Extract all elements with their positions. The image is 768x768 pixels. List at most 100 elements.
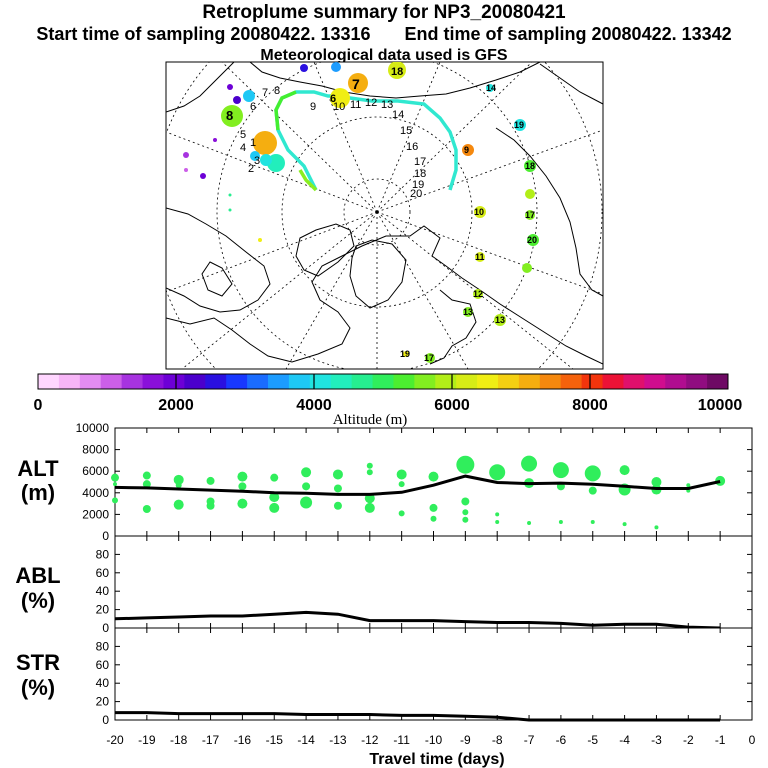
- alt-ylabel: ALT: [17, 456, 59, 481]
- plume-marker: [227, 84, 233, 90]
- alt-plume-point: [552, 462, 569, 479]
- meridian: [313, 62, 378, 213]
- map-content: 1 2 3 4 5 6 7 8 9 10 11 12 13 14 15 16 1…: [166, 62, 603, 369]
- alt-plume-point: [686, 488, 691, 493]
- alt-plume-point: [527, 521, 532, 526]
- colorbar-cell: [435, 374, 457, 389]
- str-panel-frame: [114, 627, 753, 721]
- alt-plume-point: [238, 482, 247, 491]
- marker-label: 13: [463, 307, 473, 317]
- alt-plume-point: [462, 509, 469, 516]
- alt-plume-point: [302, 482, 311, 491]
- colorbar-cell: [58, 374, 81, 389]
- colorbar-cell: [539, 374, 562, 389]
- colorbar-cell: [686, 374, 708, 389]
- alt-plume-point: [618, 483, 631, 496]
- y-tick-label: 20: [96, 603, 110, 617]
- day-label: 5: [240, 129, 246, 141]
- plume-marker: [243, 90, 255, 102]
- meridian: [166, 211, 378, 293]
- day-label: 15: [400, 125, 412, 137]
- alt-plume-point: [173, 474, 184, 485]
- x-tick-label: -12: [361, 733, 379, 747]
- alt-x-ticks: [114, 428, 753, 536]
- plume-marker-labels: 8 7 18 6 9 19 18 17 20 10 11 12 13 13 17…: [226, 66, 537, 363]
- day-label: 18: [414, 168, 426, 180]
- colorbar-cell: [142, 374, 164, 389]
- start-time-label: Start time of sampling 20080422. 13316: [36, 24, 371, 44]
- alt-plume-point: [333, 484, 342, 493]
- colorbar-cell: [38, 374, 60, 389]
- plume-markers: [183, 62, 539, 363]
- coastline-north-america: [166, 207, 271, 313]
- plume-marker: [474, 206, 486, 218]
- alt-plume-point: [524, 478, 535, 489]
- colorbar-cell: [644, 374, 666, 389]
- colorbar-label: Altitude (m): [333, 412, 408, 428]
- colorbar-cell: [414, 374, 436, 389]
- day-label: 4: [240, 142, 246, 154]
- meridian: [376, 129, 603, 213]
- colorbar-cell: [309, 374, 332, 389]
- coastline-siberia: [249, 62, 541, 99]
- marker-label: 13: [495, 315, 505, 325]
- plume-marker: [475, 252, 485, 262]
- alt-plume-point: [111, 473, 119, 482]
- marker-label: 12: [473, 289, 483, 299]
- x-tick-label: 0: [749, 733, 756, 747]
- y-tick-label: 80: [96, 639, 110, 653]
- plume-marker: [267, 154, 285, 172]
- colorbar-cell: [121, 374, 144, 389]
- str-panel: 0 20 40 60 80 STR (%): [16, 627, 753, 727]
- day-label: 14: [392, 109, 404, 121]
- alt-plume-point: [398, 510, 405, 517]
- colorbar-cell: [456, 374, 478, 389]
- str-y-ticks: 0 20 40 60 80: [96, 639, 752, 727]
- plume-marker: [213, 138, 217, 142]
- marker-label: 10: [474, 207, 484, 217]
- coastline-hudson: [201, 261, 233, 297]
- lat-circle: [216, 62, 538, 369]
- marker-label: 20: [527, 235, 537, 245]
- alt-plume-point: [206, 476, 215, 485]
- alt-plume-point: [366, 469, 373, 476]
- y-tick-label: 20: [96, 695, 110, 709]
- colorbar-cell: [665, 374, 687, 389]
- plume-marker: [403, 351, 409, 357]
- alt-plume-point: [300, 496, 313, 509]
- y-tick-label: 0: [102, 621, 109, 635]
- trajectory-line: [274, 90, 458, 191]
- day-label: 10: [333, 101, 345, 113]
- map-frame: [165, 61, 604, 370]
- alt-plume-point: [654, 525, 659, 530]
- plume-marker: [258, 238, 262, 242]
- alt-plume-point: [112, 497, 118, 504]
- plume-marker: [425, 353, 435, 363]
- colorbar-tick: 8000: [572, 397, 608, 414]
- marker-label: 8: [226, 108, 233, 123]
- day-label: 8: [274, 85, 280, 97]
- colorbar-cell: [79, 374, 102, 389]
- alt-plume-point: [142, 505, 151, 513]
- plume-marker: [494, 314, 506, 326]
- alt-plume-point: [495, 512, 500, 517]
- met-data-label: Meteorological data used is GFS: [260, 47, 508, 64]
- alt-plume-point: [113, 482, 117, 487]
- y-tick-label: 80: [96, 547, 110, 561]
- colorbar-cell: [372, 374, 394, 389]
- alt-plume-point: [651, 484, 662, 495]
- plume-marker: [522, 263, 532, 273]
- colorbar-cell: [226, 374, 248, 389]
- y-tick-label: 60: [96, 566, 110, 580]
- colorbar-cell: [477, 374, 499, 389]
- meridian: [376, 211, 469, 369]
- meridian: [285, 211, 378, 369]
- marker-label: 19: [400, 349, 410, 359]
- str-ylabel: STR: [16, 650, 60, 675]
- colorbar-cell: [268, 374, 290, 389]
- colorbar-major-ticks: [175, 374, 591, 389]
- x-tick-label: -8: [492, 733, 503, 747]
- coastline-europe-east: [495, 127, 603, 297]
- colorbar-cell: [602, 374, 624, 389]
